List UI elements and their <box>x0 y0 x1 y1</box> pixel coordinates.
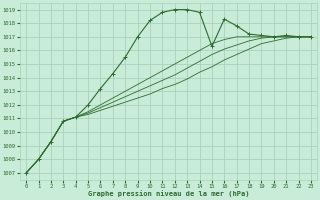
X-axis label: Graphe pression niveau de la mer (hPa): Graphe pression niveau de la mer (hPa) <box>88 190 249 197</box>
